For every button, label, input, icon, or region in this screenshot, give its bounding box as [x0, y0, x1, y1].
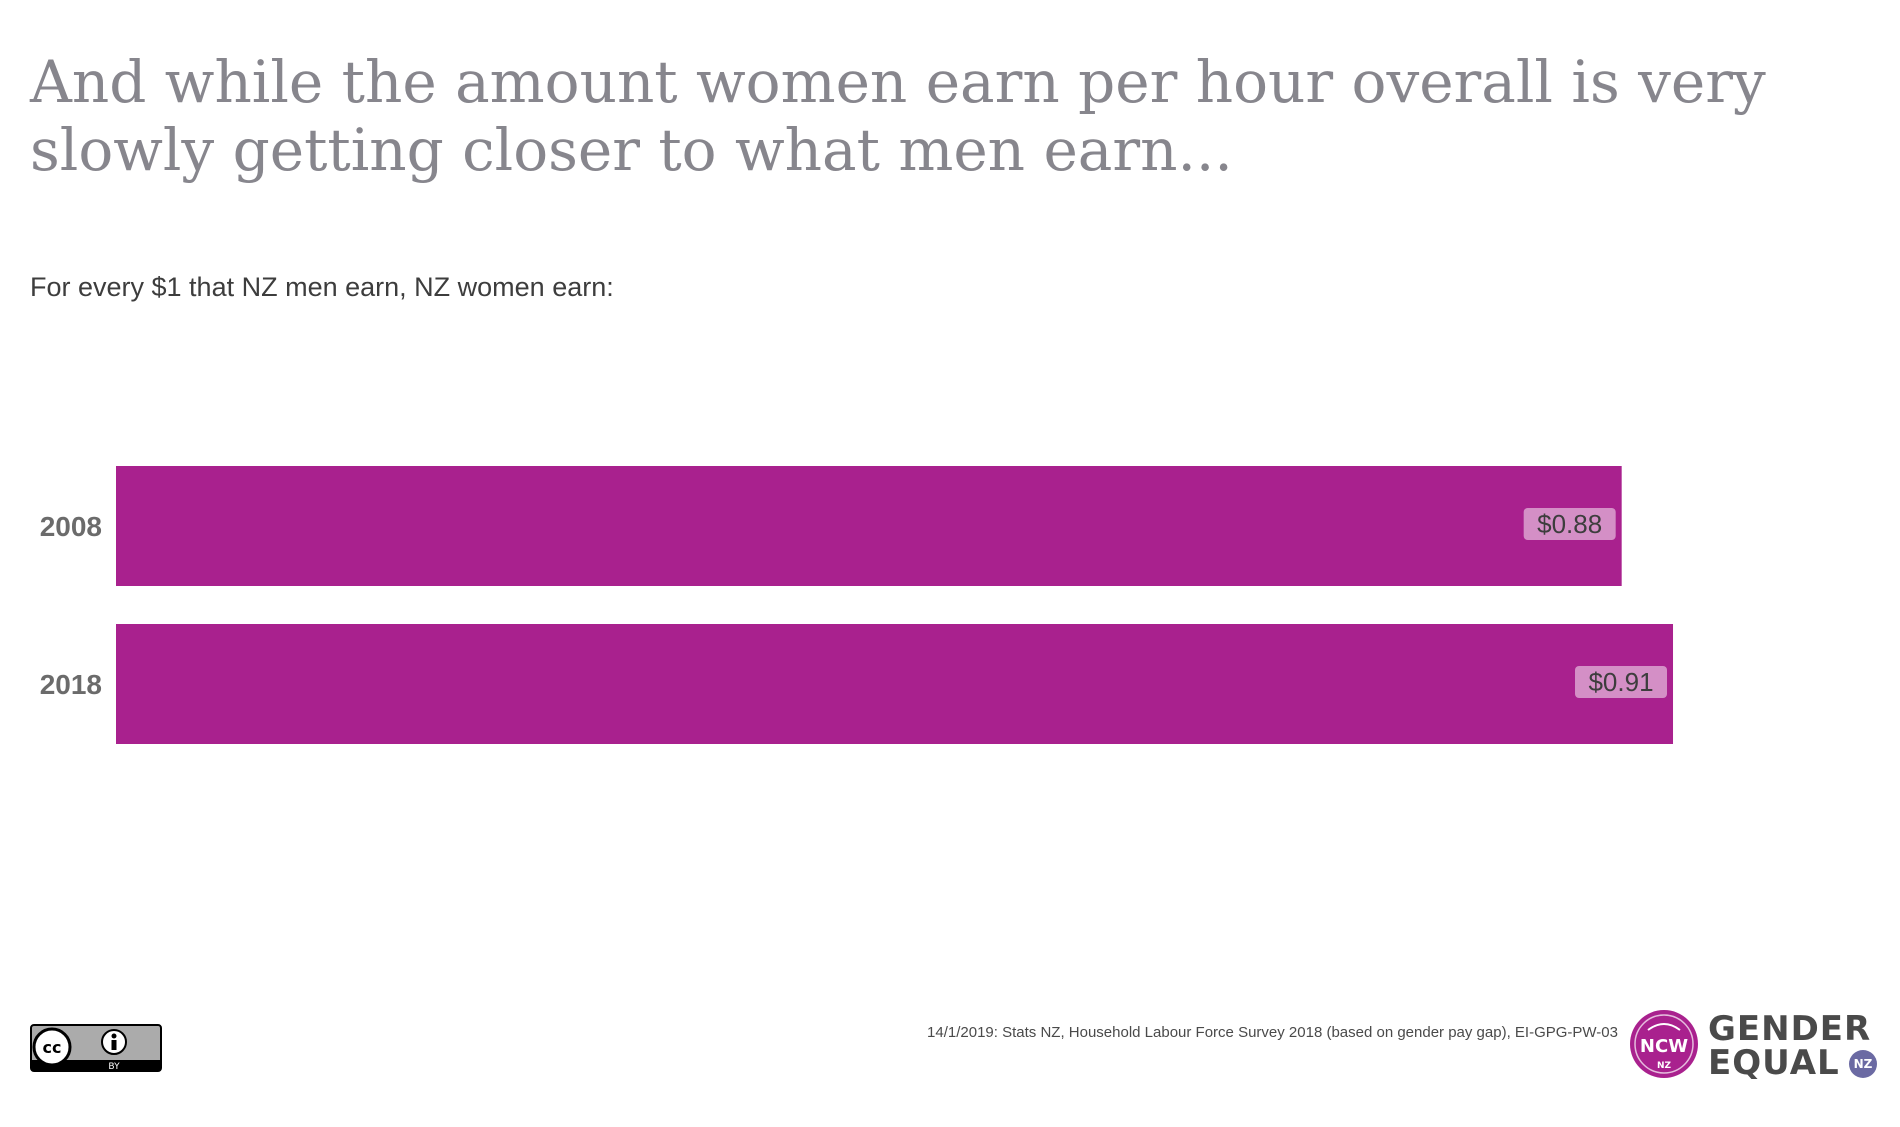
- cc-by-license-badge[interactable]: cc BY: [30, 1024, 162, 1072]
- data-label-box-2008: [1523, 508, 1616, 540]
- category-label-2008: 2008: [40, 511, 102, 542]
- category-label-2018: 2018: [40, 669, 102, 700]
- logo-mark-text: NCW: [1640, 1036, 1688, 1057]
- data-label-2018: $0.91: [1588, 667, 1653, 697]
- data-label-2008: $0.88: [1537, 509, 1602, 539]
- bar-2008: [116, 466, 1622, 586]
- source-citation: 14/1/2019: Stats NZ, Household Labour Fo…: [927, 1024, 1618, 1041]
- logo-mark-sub: NZ: [1657, 1061, 1672, 1071]
- bar-2018: [116, 624, 1674, 744]
- logo-nz-badge: NZ: [1849, 1050, 1877, 1078]
- data-label-box-2018: [1575, 666, 1668, 698]
- gender-equal-nz-logo[interactable]: NCW NZ GENDER EQUAL NZ: [1628, 1008, 1878, 1080]
- chart-subtitle: For every $1 that NZ men earn, NZ women …: [30, 272, 614, 302]
- by-text: BY: [108, 1062, 120, 1072]
- ncw-logo-icon: NCW NZ: [1630, 1010, 1698, 1078]
- page-title: And while the amount women earn per hour…: [30, 48, 1766, 184]
- logo-gender-text: GENDER: [1708, 1009, 1872, 1049]
- cc-text: cc: [43, 1038, 62, 1057]
- cc-icon: [32, 1027, 72, 1067]
- logo-equal-text: EQUAL: [1708, 1043, 1840, 1083]
- bar-chart: 2008 $0.88 2018 $0.91: [40, 466, 1674, 744]
